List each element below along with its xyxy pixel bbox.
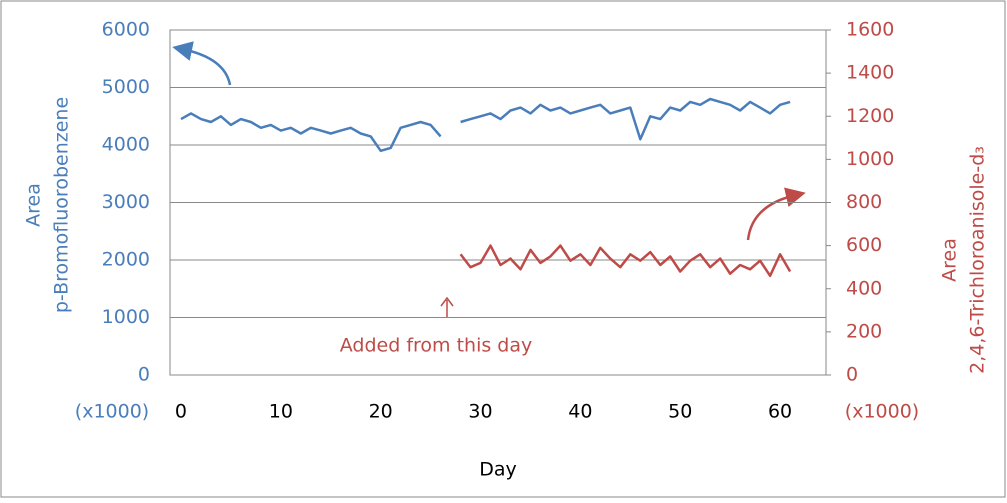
x-tick-label: 50 bbox=[668, 401, 692, 423]
y-tick-label: 0 bbox=[138, 364, 150, 386]
y2-label: Area bbox=[939, 238, 961, 282]
arrow bbox=[440, 296, 454, 318]
x-tick-label: 0 bbox=[175, 401, 187, 423]
y2-tick-label: 1600 bbox=[846, 19, 894, 41]
y-unit: (x1000) bbox=[75, 401, 149, 423]
x-tick-label: 20 bbox=[369, 401, 393, 423]
arrow bbox=[172, 41, 232, 86]
x-label: Day bbox=[479, 459, 517, 481]
annotation: Added from this day bbox=[340, 335, 533, 357]
y2-tick-label: 400 bbox=[846, 277, 882, 299]
x-tick-label: 10 bbox=[269, 401, 293, 423]
y-tick-label: 3000 bbox=[102, 191, 150, 213]
y-label: Area bbox=[23, 183, 45, 227]
arrow bbox=[746, 187, 806, 241]
y-tick-label: 2000 bbox=[102, 249, 150, 271]
x-tick-label: 30 bbox=[468, 401, 492, 423]
y2-tick-label: 600 bbox=[846, 234, 882, 256]
y-tick-label: 1000 bbox=[102, 306, 150, 328]
y-tick-label: 6000 bbox=[102, 19, 150, 41]
y2-tick-label: 1200 bbox=[846, 105, 894, 127]
y2-tick-label: 0 bbox=[846, 364, 858, 386]
series-line bbox=[459, 244, 792, 278]
y2-unit: (x1000) bbox=[845, 401, 919, 423]
y-tick-label: 4000 bbox=[102, 134, 150, 156]
y2-tick-label: 200 bbox=[846, 320, 882, 342]
y2-tick-label: 800 bbox=[846, 191, 882, 213]
y-label: p-Bromofluorobenzene bbox=[51, 97, 73, 313]
y-tick-label: 5000 bbox=[102, 76, 150, 98]
x-tick-label: 40 bbox=[568, 401, 592, 423]
x-tick-label: 60 bbox=[768, 401, 792, 423]
series-line bbox=[180, 97, 791, 153]
y2-tick-label: 1400 bbox=[846, 62, 894, 84]
y2-label: 2,4,6-Trichloroanisole-d₃ bbox=[967, 146, 989, 374]
y2-tick-label: 1000 bbox=[846, 148, 894, 170]
